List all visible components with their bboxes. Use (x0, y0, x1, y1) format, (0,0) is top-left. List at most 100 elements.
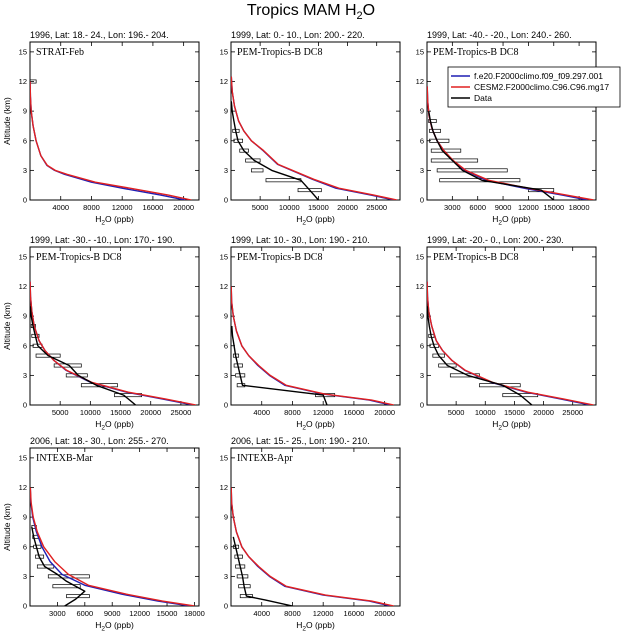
x-tick-label: 5000 (52, 408, 69, 417)
series-line-data (31, 526, 86, 606)
panel-2: 1999, Lat: 0.- 10., Lon: 200.- 220. PEM-T… (220, 30, 401, 227)
y-tick-label: 12 (19, 483, 27, 492)
y-tick-label: 0 (23, 602, 27, 611)
panel-frame (230, 447, 401, 607)
x-axis-label: H2O (ppb) (296, 620, 335, 633)
x-axis-label: H2O (ppb) (95, 214, 134, 227)
series-line-f-e20 (231, 76, 395, 200)
x-tick-label: 5000 (252, 203, 269, 212)
y-tick-label: 0 (23, 196, 27, 205)
y-tick-label: 3 (224, 166, 228, 175)
x-tick-label: 8000 (284, 408, 301, 417)
data-range-bar (297, 188, 322, 193)
panel-data (30, 79, 192, 200)
y-tick-label: 15 (416, 47, 424, 56)
panel-frame (426, 246, 597, 406)
panels-group: 1996, Lat: 18.- 24., Lon: 196.- 204. STRA… (2, 30, 597, 633)
panel-annotation: PEM-Tropics-B DC8 (433, 47, 518, 58)
y-tick-label: 6 (23, 136, 27, 145)
y-tick-label: 0 (420, 401, 424, 410)
y-axis-label: Altitude (km) (2, 97, 12, 145)
y-tick-label: 15 (19, 252, 27, 261)
x-axis-label: H2O (ppb) (296, 214, 335, 227)
y-tick-label: 9 (224, 513, 228, 522)
panel-title: 1999, Lat: 0.- 10., Lon: 200.- 220. (231, 30, 365, 40)
panel-title: 1999, Lat: 10.- 30., Lon: 190.- 210. (231, 235, 370, 245)
panel-data (427, 86, 594, 200)
x-tick-label: 8000 (83, 203, 100, 212)
series-line-data (427, 306, 533, 405)
legend: f.e20.F2000climo.f09_f09.297.001CESM2.F2… (447, 66, 621, 108)
panel-data (231, 487, 395, 606)
x-tick-label: 25000 (366, 203, 387, 212)
series-line-f-e20 (30, 281, 194, 405)
panel-title: 2006, Lat: 18.- 30., Lon: 255.- 270. (30, 436, 169, 446)
y-tick-label: 12 (220, 282, 228, 291)
x-tick-label: 20000 (533, 408, 554, 417)
panel-annotation: PEM-Tropics-B DC8 (36, 252, 121, 263)
legend-label: CESM2.F2000climo.C96.C96.mg17 (474, 82, 609, 92)
y-tick-label: 3 (23, 572, 27, 581)
legend-label: f.e20.F2000climo.f09_f09.297.001 (474, 71, 603, 81)
panel-frame (230, 41, 401, 201)
panel-frame (29, 447, 200, 607)
y-tick-label: 12 (19, 77, 27, 86)
data-range-bar (429, 138, 450, 143)
panel-annotation: INTEXB-Apr (237, 453, 293, 464)
panel-3: 1999, Lat: -40.- -20., Lon: 240.- 260. PE… (416, 30, 597, 227)
y-tick-label: 6 (224, 136, 228, 145)
x-tick-label: 20000 (173, 203, 194, 212)
panel-title: 1999, Lat: -30.- -10., Lon: 170.- 190. (30, 235, 175, 245)
x-axis-label: H2O (ppb) (95, 419, 134, 432)
y-tick-label: 15 (19, 47, 27, 56)
x-tick-label: 25000 (170, 408, 191, 417)
x-tick-label: 15000 (308, 203, 329, 212)
panel-title: 1999, Lat: -20.- 0., Lon: 200.- 230. (427, 235, 564, 245)
figure-title: Tropics MAM H2O (246, 2, 376, 23)
x-tick-label: 12000 (313, 609, 334, 618)
y-tick-label: 3 (23, 371, 27, 380)
y-tick-label: 6 (420, 341, 424, 350)
x-axis-label: H2O (ppb) (95, 620, 134, 633)
data-range-bar (52, 584, 81, 589)
panel-frame (230, 246, 401, 406)
x-tick-label: 12000 (129, 609, 150, 618)
x-tick-label: 12000 (112, 203, 133, 212)
panel-frame (426, 41, 597, 201)
panel-5: 1999, Lat: 10.- 30., Lon: 190.- 210. PEM-… (220, 235, 401, 432)
data-range-bar (53, 363, 82, 368)
x-tick-label: 3000 (49, 609, 66, 618)
x-tick-label: 9000 (104, 609, 121, 618)
legend-box (447, 66, 621, 108)
x-tick-label: 20000 (337, 203, 358, 212)
panel-6: 1999, Lat: -20.- 0., Lon: 200.- 230. PEM-… (416, 235, 597, 432)
y-tick-label: 9 (23, 107, 27, 116)
panel-frame (29, 41, 200, 201)
x-tick-label: 8000 (284, 609, 301, 618)
y-tick-label: 15 (220, 252, 228, 261)
panel-8: 2006, Lat: 15.- 25., Lon: 190.- 210. INTE… (220, 436, 401, 633)
y-tick-label: 0 (224, 401, 228, 410)
series-line-cesm2 (231, 286, 395, 405)
panel-4: 1999, Lat: -30.- -10., Lon: 170.- 190. PE… (2, 235, 200, 432)
y-tick-label: 6 (224, 341, 228, 350)
x-axis-label: H2O (ppb) (492, 214, 531, 227)
y-tick-label: 15 (220, 47, 228, 56)
x-tick-label: 12000 (518, 203, 539, 212)
y-tick-label: 15 (416, 252, 424, 261)
x-tick-label: 20000 (140, 408, 161, 417)
x-tick-label: 15000 (157, 609, 178, 618)
y-tick-label: 12 (416, 77, 424, 86)
y-tick-label: 12 (220, 483, 228, 492)
panel-frame (29, 246, 200, 406)
x-tick-label: 10000 (279, 203, 300, 212)
series-line-data (232, 536, 293, 606)
y-tick-label: 9 (224, 312, 228, 321)
x-tick-label: 15000 (504, 408, 525, 417)
y-tick-label: 3 (420, 371, 424, 380)
x-tick-label: 18000 (569, 203, 590, 212)
y-tick-label: 9 (224, 107, 228, 116)
panel-annotation: PEM-Tropics-B DC8 (237, 252, 322, 263)
data-range-bar (30, 79, 37, 84)
